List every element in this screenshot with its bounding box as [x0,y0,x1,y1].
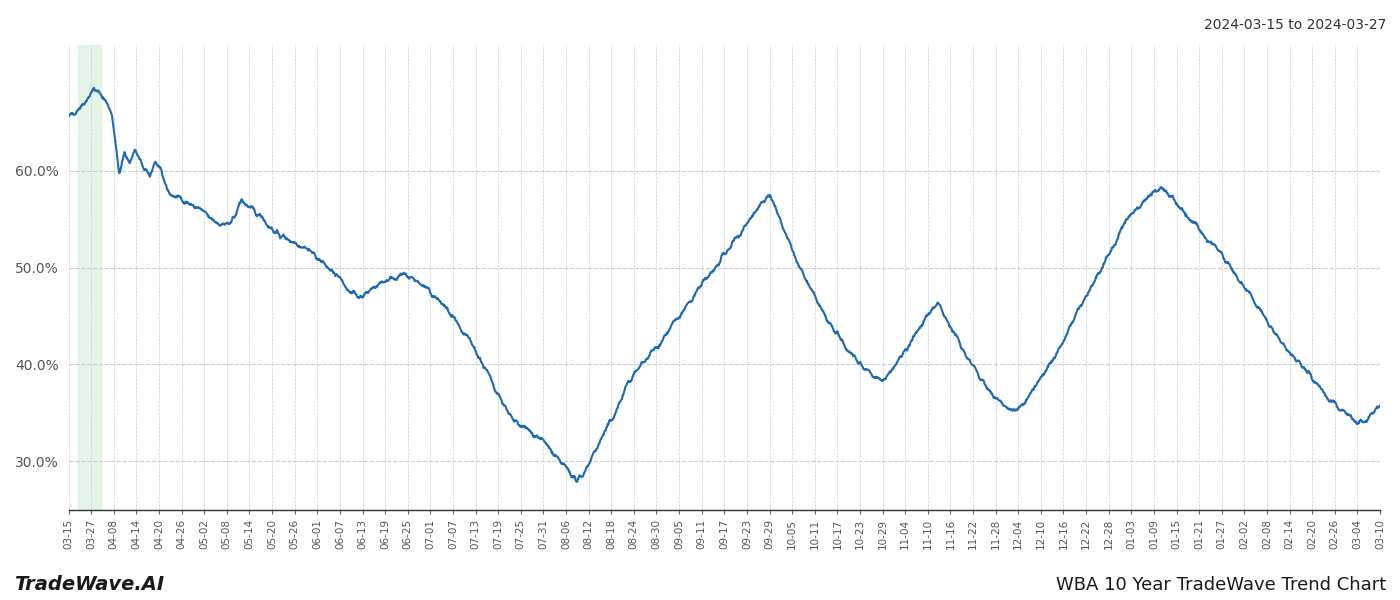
Text: TradeWave.AI: TradeWave.AI [14,575,164,594]
Text: WBA 10 Year TradeWave Trend Chart: WBA 10 Year TradeWave Trend Chart [1056,576,1386,594]
Bar [78,45,101,510]
Text: 2024-03-15 to 2024-03-27: 2024-03-15 to 2024-03-27 [1204,18,1386,32]
